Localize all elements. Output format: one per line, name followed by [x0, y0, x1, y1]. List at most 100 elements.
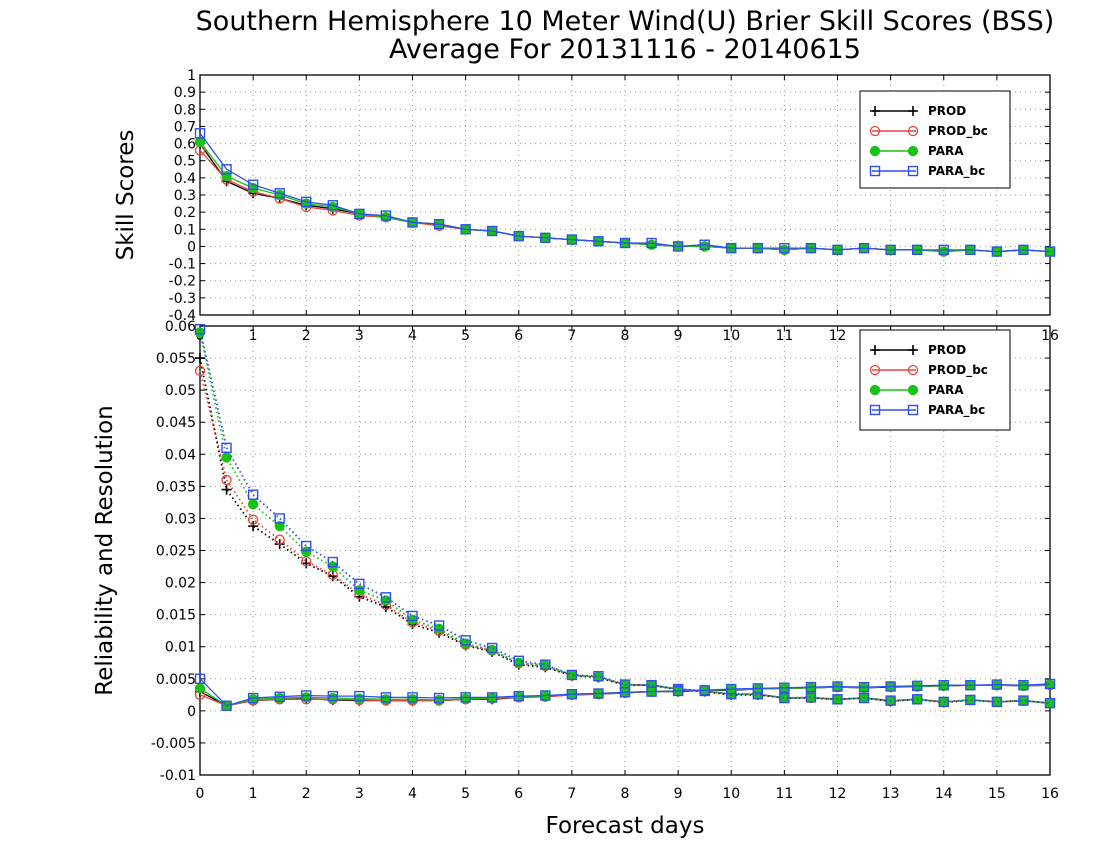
data-point-circle	[274, 534, 285, 545]
data-point-square	[327, 690, 339, 702]
legend: PROD PROD_bc PARA PARA_bc	[859, 90, 1011, 189]
legend-item-prod-bc: PROD_bc	[869, 124, 988, 139]
data-point-circle	[869, 125, 881, 137]
data-point-square	[911, 680, 923, 692]
data-point-circle	[380, 595, 392, 606]
legend-label: PROD_bc	[928, 124, 988, 139]
data-point-square	[433, 218, 445, 230]
data-point-square	[486, 642, 498, 654]
data-point-square	[327, 556, 339, 568]
legend-item-para: PARA	[869, 144, 964, 158]
legend-item-para-bc: PARA_bc	[869, 403, 985, 418]
data-point-square	[646, 237, 657, 249]
x-tick-label: 13	[882, 786, 900, 802]
data-point-square	[646, 686, 657, 697]
data-point-circle	[221, 452, 232, 463]
data-point-circle	[907, 145, 919, 157]
series-line	[199, 678, 1051, 707]
legend-item-para: PARA	[869, 383, 964, 397]
data-point-square	[885, 681, 896, 692]
data-point-square	[858, 242, 870, 254]
y-tick-label: 0.02	[165, 576, 196, 592]
data-point-square	[566, 688, 578, 700]
x-tick-label: 4	[408, 786, 417, 802]
data-point-square	[1018, 680, 1029, 691]
series-line	[199, 132, 1051, 253]
y-tick-label: 0.045	[156, 415, 196, 431]
x-tick-label: 3	[355, 786, 364, 802]
data-point-square	[460, 224, 471, 235]
legend-item-para-bc: PARA_bc	[869, 164, 985, 179]
x-tick-label: 12	[829, 786, 847, 802]
data-point-square	[869, 165, 881, 177]
data-point-square	[832, 694, 843, 705]
data-point-square	[274, 188, 285, 199]
y-tick-label: 0.06	[165, 319, 196, 335]
chart-title: Southern Hemisphere 10 Meter Wind(U) Bri…	[196, 6, 1055, 37]
data-point-square	[991, 679, 1003, 690]
data-point-square	[247, 179, 259, 190]
y-tick-label: 0.5	[174, 154, 196, 170]
x-tick-label: 0	[196, 786, 205, 802]
y-tick-label: 0	[187, 704, 196, 720]
data-point-square	[991, 696, 1003, 708]
y-tick-label: 0.6	[174, 137, 196, 153]
skill-scores-panel: 10.90.80.70.60.50.40.30.20.10-0.1-0.2-0.…	[113, 68, 1059, 344]
data-point-plus	[908, 345, 918, 355]
data-point-square	[911, 694, 923, 705]
data-point-square	[566, 669, 578, 681]
data-point-plus	[248, 521, 259, 532]
plot-frame	[199, 325, 1051, 776]
legend-label: PARA	[928, 383, 964, 397]
data-point-square	[194, 324, 206, 335]
data-point-square	[869, 404, 881, 416]
data-point-square	[1044, 678, 1056, 690]
y-tick-label: 0.1	[174, 222, 196, 238]
data-point-plus	[908, 106, 918, 116]
data-point-circle	[566, 669, 578, 681]
data-point-circle	[247, 514, 259, 525]
x-tick-label: 10	[722, 786, 740, 802]
data-point-square	[513, 690, 524, 702]
data-point-square	[566, 234, 578, 245]
data-point-plus	[195, 353, 205, 364]
data-point-circle	[858, 682, 870, 693]
legend-label: PARA_bc	[928, 403, 985, 418]
data-point-circle	[194, 683, 206, 694]
data-point-square	[1018, 695, 1029, 706]
data-point-square	[965, 244, 976, 256]
x-tick-label: 16	[1041, 786, 1059, 802]
data-point-square	[380, 592, 392, 603]
y-axis-label: Skill Scores	[113, 130, 139, 261]
y-tick-label: 0.055	[156, 351, 196, 367]
data-point-square	[407, 610, 418, 622]
chart-subtitle: Average For 20131116 - 20140615	[389, 34, 861, 65]
data-point-circle	[247, 499, 259, 510]
x-tick-label: 11	[775, 786, 793, 802]
data-point-square	[593, 688, 604, 699]
y-tick-label: -0.1	[169, 257, 196, 273]
data-point-square	[938, 696, 949, 708]
x-tick-label: 9	[674, 786, 683, 802]
data-point-square	[593, 671, 604, 682]
y-tick-label: 0.4	[174, 171, 196, 187]
data-point-square	[619, 237, 631, 249]
data-point-circle	[194, 136, 206, 148]
x-tick-label: 7	[567, 786, 576, 802]
data-point-square	[805, 681, 817, 693]
data-point-square	[1044, 697, 1056, 709]
data-point-square	[619, 687, 631, 698]
data-point-square	[593, 236, 604, 247]
x-tick-label: 5	[461, 786, 470, 802]
data-point-plus	[870, 345, 880, 355]
data-point-square	[938, 244, 949, 256]
plot-frame	[199, 74, 1051, 316]
legend-item-prod: PROD	[870, 343, 966, 357]
data-point-square	[699, 685, 710, 696]
y-tick-label: 0.025	[156, 544, 196, 560]
data-point-square	[907, 165, 919, 177]
data-point-square	[752, 242, 764, 254]
data-point-square	[938, 680, 949, 691]
y-tick-label: 0.04	[165, 447, 196, 463]
